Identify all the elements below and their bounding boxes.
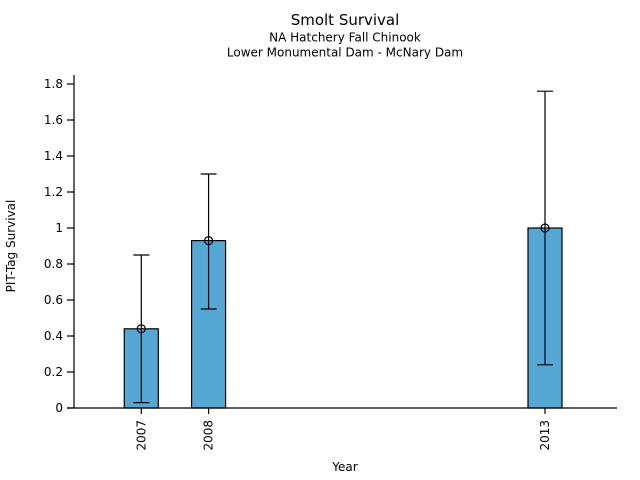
y-tick-label: 0.4: [44, 329, 63, 343]
y-tick-label: 1.8: [44, 77, 63, 91]
chart-subtitle-line1: NA Hatchery Fall Chinook: [269, 31, 421, 45]
chart-title: Smolt Survival: [291, 11, 400, 29]
point-marker-icon: [136, 324, 146, 334]
y-tick-label: 1.2: [44, 185, 63, 199]
x-tick-label-2013: 2013: [538, 420, 552, 451]
y-tick-label: 1.4: [44, 149, 63, 163]
point-marker-icon: [203, 236, 214, 246]
y-tick-label: 0: [55, 401, 63, 415]
y-tick-label: 1.6: [44, 113, 63, 127]
x-axis-title: Year: [331, 460, 357, 474]
x-tick-label-2008: 2008: [202, 420, 216, 451]
y-tick-label: 1: [55, 221, 63, 235]
y-tick-label: 0.6: [44, 293, 63, 307]
chart-subtitle-line2: Lower Monumental Dam - McNary Dam: [227, 46, 463, 60]
y-axis-title: PIT-Tag Survival: [4, 200, 18, 293]
y-tick-label: 0.8: [44, 257, 63, 271]
plot-area: 0 0.2 0.4 0.6 0.8 1 1.2 1.4 1.6 1.8 2007 2008 2013: [44, 75, 617, 451]
point-marker-icon: [540, 223, 550, 233]
y-tick-label: 0.2: [44, 365, 63, 379]
x-tick-label-2007: 2007: [134, 420, 148, 451]
